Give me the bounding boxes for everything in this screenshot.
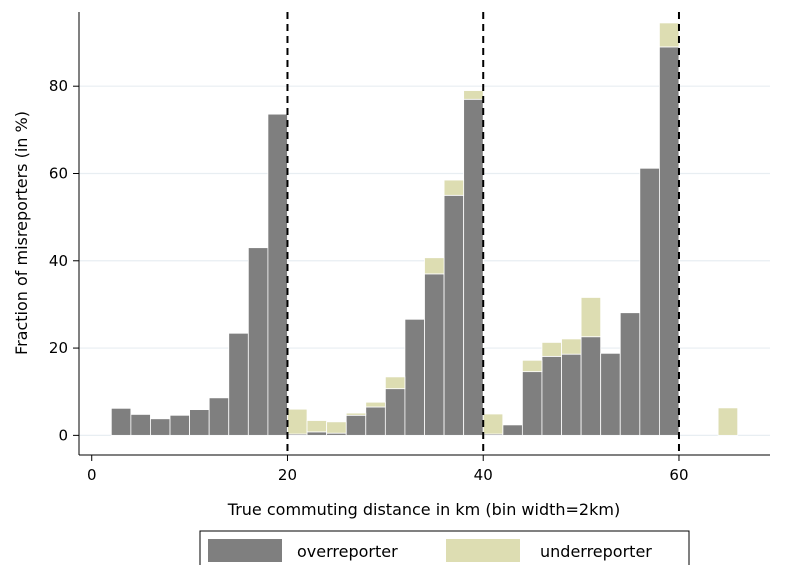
bars — [110, 22, 739, 436]
legend-swatch-underreporter — [446, 539, 520, 562]
bar-overreporter-7 — [150, 418, 171, 436]
y-tick-label-40: 40 — [49, 252, 68, 270]
bar-underreporter-45 — [521, 359, 543, 373]
bar-overreporter-33 — [404, 318, 425, 436]
bar-overreporter-11 — [189, 409, 210, 436]
bar-overreporter-19 — [267, 113, 288, 436]
bar-underreporter-25 — [326, 421, 347, 434]
bar-underreporter-29 — [365, 401, 386, 408]
bar-underreporter-65 — [717, 407, 739, 436]
bar-underreporter-31 — [384, 376, 406, 390]
bar-underreporter-21 — [287, 408, 308, 435]
bar-overreporter-39 — [463, 98, 484, 436]
bar-overreporter-49 — [561, 353, 582, 436]
y-tick-label-0: 0 — [58, 426, 68, 444]
bar-overreporter-53 — [600, 352, 621, 436]
bar-overreporter-45 — [521, 371, 543, 436]
reference-lines — [286, 12, 680, 455]
legend-swatch-overreporter — [208, 539, 282, 562]
bar-overreporter-35 — [424, 273, 445, 436]
bar-overreporter-23 — [306, 431, 328, 436]
bar-overreporter-51 — [580, 336, 602, 436]
bar-overreporter-37 — [443, 194, 465, 436]
bar-overreporter-5 — [130, 414, 151, 436]
bar-overreporter-31 — [384, 388, 406, 436]
bar-overreporter-59 — [659, 46, 680, 436]
bar-overreporter-3 — [110, 407, 132, 436]
x-tick-label-20: 20 — [278, 466, 297, 484]
bar-underreporter-37 — [443, 179, 465, 196]
bar-underreporter-35 — [424, 257, 445, 275]
y-axis-title: Fraction of misreporters (in %) — [12, 111, 31, 355]
y-tick-label-80: 80 — [49, 77, 68, 95]
bar-underreporter-47 — [541, 341, 562, 357]
bar-overreporter-55 — [619, 312, 641, 436]
bar-overreporter-47 — [541, 355, 562, 436]
y-ticks: 0 20 40 60 80 — [49, 77, 79, 444]
x-ticks: 0 20 40 60 — [87, 455, 689, 484]
bar-underreporter-49 — [561, 338, 582, 355]
bar-underreporter-59 — [659, 22, 680, 48]
bar-overreporter-15 — [228, 332, 249, 436]
y-tick-label-20: 20 — [49, 339, 68, 357]
bar-overreporter-13 — [208, 397, 230, 436]
bar-overreporter-27 — [345, 414, 367, 436]
x-axis-title: True commuting distance in km (bin width… — [227, 500, 620, 519]
bar-underreporter-27 — [345, 412, 367, 416]
bar-underreporter-41 — [482, 413, 504, 435]
bar-overreporter-9 — [169, 414, 190, 436]
bar-underreporter-51 — [580, 297, 602, 338]
legend-label-underreporter: underreporter — [540, 542, 652, 561]
bar-underreporter-23 — [306, 420, 328, 433]
x-tick-label-60: 60 — [669, 466, 688, 484]
bar-overreporter-29 — [365, 406, 386, 436]
bar-underreporter-39 — [463, 90, 484, 100]
legend-label-overreporter: overreporter — [297, 542, 398, 561]
bar-overreporter-17 — [247, 247, 269, 436]
y-tick-label-60: 60 — [49, 164, 68, 182]
x-tick-label-0: 0 — [87, 466, 97, 484]
legend: overreporter underreporter — [199, 530, 690, 565]
bar-overreporter-57 — [639, 167, 660, 436]
x-tick-label-40: 40 — [474, 466, 493, 484]
bar-overreporter-43 — [502, 424, 523, 436]
